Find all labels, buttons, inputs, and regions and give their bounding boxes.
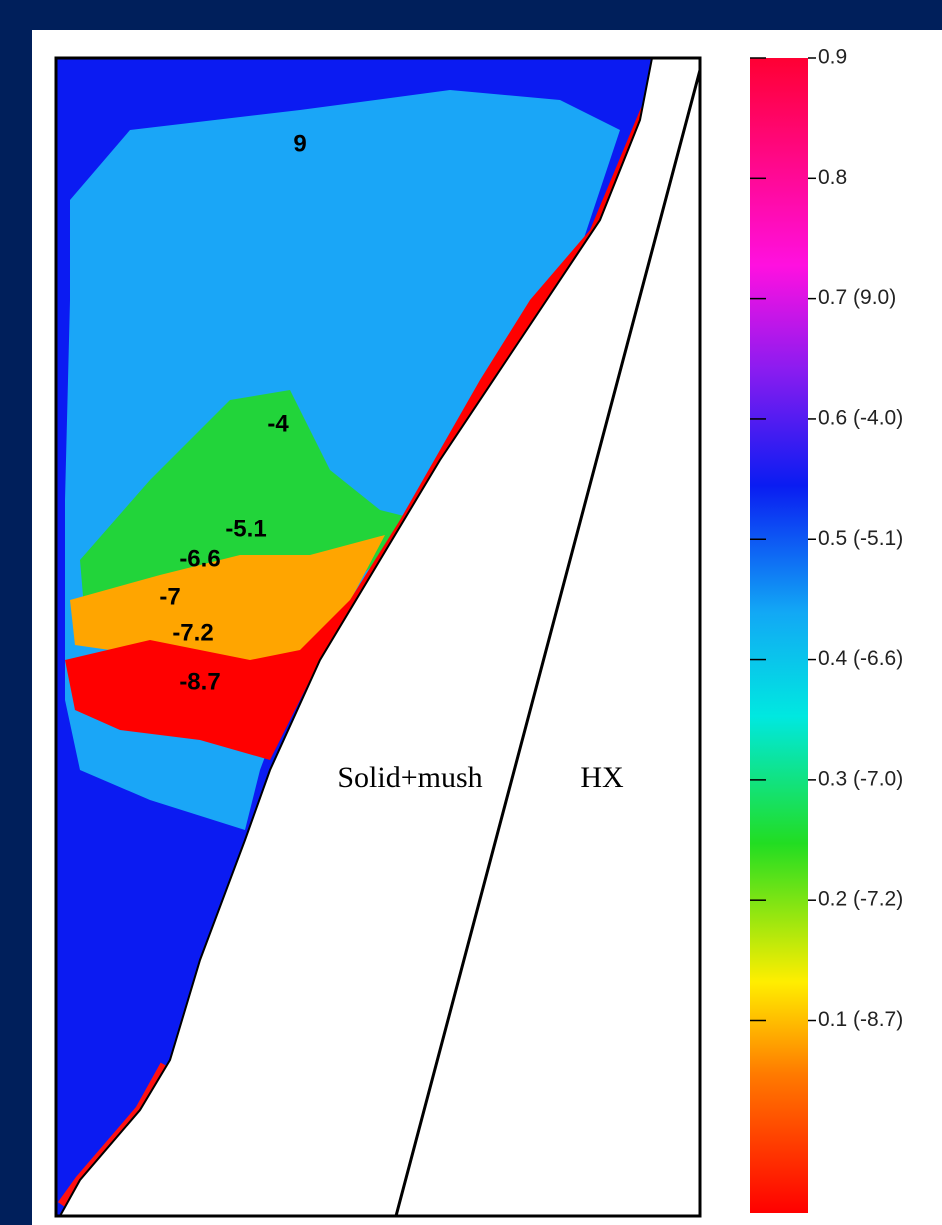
field <box>54 56 702 1218</box>
hx-line <box>394 69 702 1217</box>
contour-label: -6.6 <box>179 545 220 572</box>
tick-label: 0.5 (-5.1) <box>818 527 903 550</box>
contour-label: -7 <box>159 583 180 610</box>
colorbar <box>750 58 808 1213</box>
contour-label: -4 <box>267 410 289 437</box>
tick-label: 0.7 (9.0) <box>818 286 896 309</box>
contour-label: -5.1 <box>225 515 266 542</box>
tick-label: 0.2 (-7.2) <box>818 888 903 911</box>
contour-label: -7.2 <box>172 619 213 646</box>
contour-label: 9 <box>293 130 306 157</box>
tick-label: 0.9 <box>818 46 847 69</box>
tick-label: 0.4 (-6.6) <box>818 647 903 670</box>
tick-label: 0.1 (-8.7) <box>818 1008 903 1031</box>
contour-label: -8.7 <box>179 668 220 695</box>
region-label: Solid+mush <box>337 761 482 794</box>
region-red <box>65 80 655 760</box>
region-label: HX <box>580 761 624 794</box>
tick-label: 0.8 <box>818 166 847 189</box>
tick-label: 0.6 (-4.0) <box>818 406 903 429</box>
tick-label: 0.3 (-7.0) <box>818 767 903 790</box>
plot-frame <box>54 56 702 1218</box>
